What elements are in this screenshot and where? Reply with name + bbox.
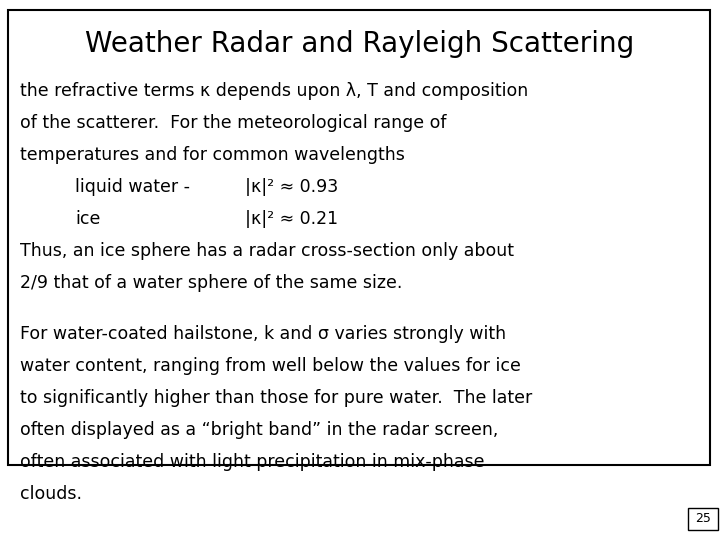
Text: |κ|² ≈ 0.93: |κ|² ≈ 0.93: [245, 178, 338, 196]
Text: |κ|² ≈ 0.21: |κ|² ≈ 0.21: [245, 210, 338, 228]
Bar: [8, 10, 710, 465]
Text: ice: ice: [75, 210, 100, 228]
Text: to significantly higher than those for pure water.  The later: to significantly higher than those for p…: [20, 389, 532, 407]
Text: liquid water -: liquid water -: [75, 178, 190, 196]
Text: clouds.: clouds.: [20, 485, 82, 503]
Text: Weather Radar and Rayleigh Scattering: Weather Radar and Rayleigh Scattering: [86, 30, 634, 58]
Text: often displayed as a “bright band” in the radar screen,: often displayed as a “bright band” in th…: [20, 421, 498, 439]
Text: water content, ranging from well below the values for ice: water content, ranging from well below t…: [20, 357, 521, 375]
Bar: [688, 508, 718, 530]
Text: 2/9 that of a water sphere of the same size.: 2/9 that of a water sphere of the same s…: [20, 274, 402, 292]
Text: of the scatterer.  For the meteorological range of: of the scatterer. For the meteorological…: [20, 114, 446, 132]
Text: 25: 25: [695, 512, 711, 525]
Text: temperatures and for common wavelengths: temperatures and for common wavelengths: [20, 146, 405, 164]
Text: For water-coated hailstone, k and σ varies strongly with: For water-coated hailstone, k and σ vari…: [20, 325, 506, 343]
Text: the refractive terms κ depends upon λ, T and composition: the refractive terms κ depends upon λ, T…: [20, 82, 528, 100]
Text: Thus, an ice sphere has a radar cross-section only about: Thus, an ice sphere has a radar cross-se…: [20, 242, 514, 260]
Text: often associated with light precipitation in mix-phase: often associated with light precipitatio…: [20, 453, 485, 471]
